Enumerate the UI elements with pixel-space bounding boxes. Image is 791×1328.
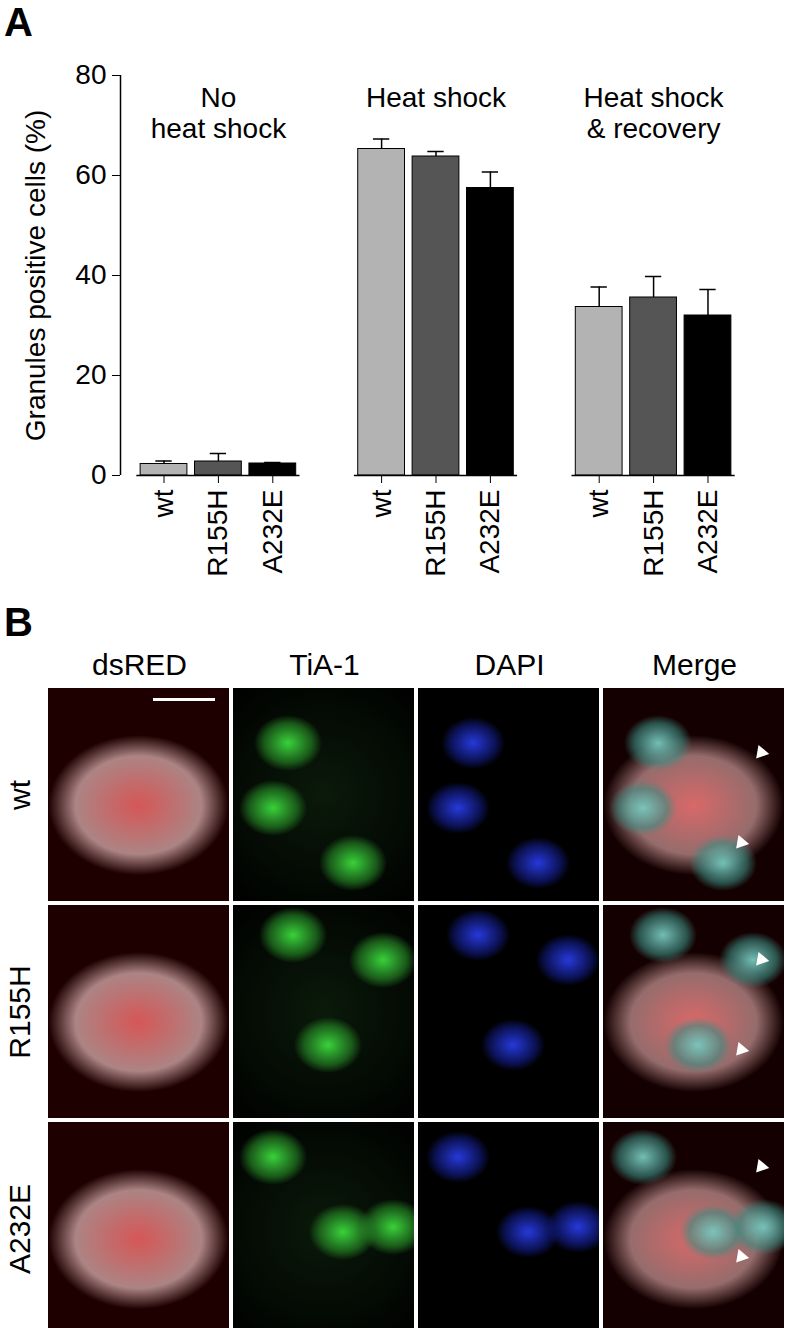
- svg-text:20: 20: [75, 359, 106, 390]
- svg-text:A232E: A232E: [692, 490, 723, 574]
- svg-text:40: 40: [75, 259, 106, 290]
- html-text:wt: wt: [3, 779, 36, 810]
- svg-text:R155H: R155H: [638, 490, 669, 577]
- svg-text:60: 60: [75, 159, 106, 190]
- svg-text:R155H: R155H: [202, 490, 233, 577]
- svg-text:wt: wt: [148, 489, 179, 518]
- html-text:dsRED: dsRED: [92, 648, 187, 681]
- svg-text:R155H: R155H: [420, 490, 451, 577]
- svg-text:80: 80: [75, 59, 106, 90]
- html-text:A232E: A232E: [3, 1183, 36, 1274]
- html-text:B: B: [4, 600, 33, 644]
- svg-text:wt: wt: [366, 489, 397, 518]
- svg-text:Granules positive cells (%): Granules positive cells (%): [20, 110, 51, 441]
- html-text:Merge: Merge: [652, 648, 737, 681]
- html-text:R155H: R155H: [3, 964, 36, 1059]
- html-text:A: A: [4, 0, 33, 44]
- svg-text:0: 0: [91, 459, 107, 490]
- svg-text:Heat shock& recovery: Heat shock& recovery: [584, 82, 725, 144]
- svg-text:Heat shock: Heat shock: [366, 82, 507, 113]
- html-text:DAPI: DAPI: [474, 648, 545, 681]
- svg-text:A232E: A232E: [474, 490, 505, 574]
- svg-text:A232E: A232E: [257, 490, 288, 574]
- svg-text:Noheat shock: Noheat shock: [151, 82, 287, 144]
- html-text:TiA-1: TiA-1: [289, 648, 360, 681]
- svg-text:wt: wt: [583, 489, 614, 518]
